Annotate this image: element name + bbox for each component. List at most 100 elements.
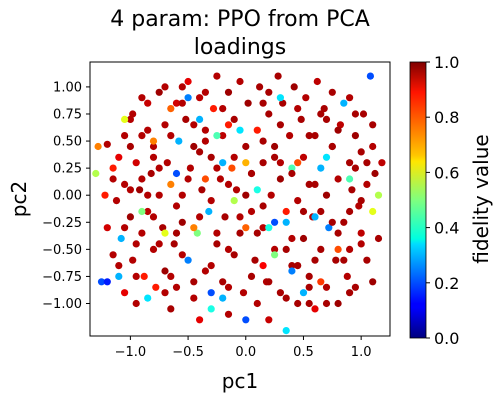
- data-point: [184, 175, 192, 183]
- data-point: [247, 169, 256, 178]
- data-point: [253, 229, 261, 237]
- data-point: [138, 207, 146, 216]
- data-point: [213, 240, 221, 248]
- data-point: [103, 140, 111, 148]
- data-point: [247, 207, 256, 216]
- data-point: [299, 207, 308, 216]
- data-point: [317, 164, 325, 172]
- data-point: [351, 110, 359, 118]
- data-point: [276, 159, 284, 167]
- data-point: [242, 316, 250, 324]
- data-point: [198, 186, 206, 194]
- y-tick-label: −0.50: [42, 243, 82, 258]
- data-point: [190, 142, 198, 151]
- colorbar-tick-label: 1.0: [434, 53, 459, 72]
- data-point: [170, 240, 178, 248]
- colorbar-tick-label: 0.8: [434, 108, 459, 127]
- data-point: [101, 191, 109, 199]
- data-point: [224, 245, 233, 253]
- data-point: [178, 99, 186, 107]
- data-point: [378, 159, 386, 167]
- data-point: [320, 105, 328, 113]
- data-point: [253, 299, 261, 308]
- data-point: [282, 245, 290, 253]
- data-point: [144, 99, 152, 107]
- data-point: [109, 251, 117, 259]
- data-point: [232, 186, 241, 194]
- data-point: [149, 137, 158, 145]
- data-point: [286, 132, 294, 140]
- data-point: [132, 299, 140, 308]
- data-point: [265, 110, 273, 118]
- data-point: [305, 272, 313, 280]
- data-point: [221, 213, 229, 221]
- data-point: [332, 256, 340, 264]
- data-point: [184, 256, 192, 264]
- data-point: [138, 94, 146, 102]
- data-point: [155, 164, 163, 172]
- data-point: [213, 229, 221, 237]
- y-tick-label: 0.25: [53, 162, 82, 177]
- data-point: [271, 142, 279, 151]
- data-point: [259, 202, 267, 210]
- data-point: [311, 180, 319, 188]
- data-point: [115, 272, 123, 280]
- data-point: [334, 175, 342, 183]
- data-point: [317, 278, 325, 286]
- data-point: [230, 115, 238, 123]
- data-point: [219, 159, 227, 167]
- data-point: [259, 262, 267, 270]
- data-point: [167, 180, 175, 188]
- data-point: [149, 142, 158, 151]
- data-point: [161, 267, 169, 275]
- plot-area: [90, 62, 390, 336]
- data-point: [348, 186, 356, 194]
- data-point: [167, 305, 175, 313]
- data-point: [265, 88, 273, 96]
- data-point: [155, 88, 163, 96]
- data-point: [144, 294, 152, 302]
- data-point: [149, 153, 158, 161]
- data-point: [132, 272, 140, 280]
- data-point: [322, 283, 331, 291]
- data-point: [267, 191, 275, 199]
- data-point: [224, 88, 233, 96]
- data-point: [325, 224, 333, 232]
- data-point: [317, 207, 325, 216]
- colorbar: [409, 61, 427, 339]
- data-point: [242, 224, 250, 232]
- data-point: [239, 289, 248, 297]
- data-point: [126, 186, 134, 194]
- data-point: [294, 159, 302, 167]
- data-point: [117, 234, 125, 243]
- data-point: [224, 121, 233, 129]
- data-point: [259, 159, 267, 167]
- data-point: [311, 256, 319, 264]
- data-point: [196, 148, 204, 156]
- data-point: [271, 251, 279, 259]
- data-point: [121, 180, 129, 188]
- data-point: [363, 256, 371, 264]
- data-point: [201, 137, 209, 145]
- data-point: [219, 132, 227, 140]
- data-point: [294, 105, 302, 113]
- data-point: [236, 126, 244, 134]
- data-point: [363, 159, 371, 167]
- x-tick-label: 0.0: [235, 345, 256, 360]
- x-tick-label: 0.5: [293, 345, 314, 360]
- data-point: [357, 229, 365, 237]
- data-point: [167, 105, 175, 113]
- x-tick-label: −1.0: [115, 345, 147, 360]
- data-point: [190, 278, 198, 286]
- data-point: [144, 207, 152, 216]
- data-point: [236, 229, 244, 237]
- data-point: [190, 224, 198, 232]
- data-point: [186, 164, 194, 172]
- data-point: [317, 245, 325, 253]
- data-point: [149, 213, 158, 221]
- data-point: [109, 164, 117, 172]
- data-point: [126, 142, 134, 151]
- data-point: [290, 83, 298, 91]
- data-point: [213, 72, 221, 80]
- data-point: [184, 77, 192, 86]
